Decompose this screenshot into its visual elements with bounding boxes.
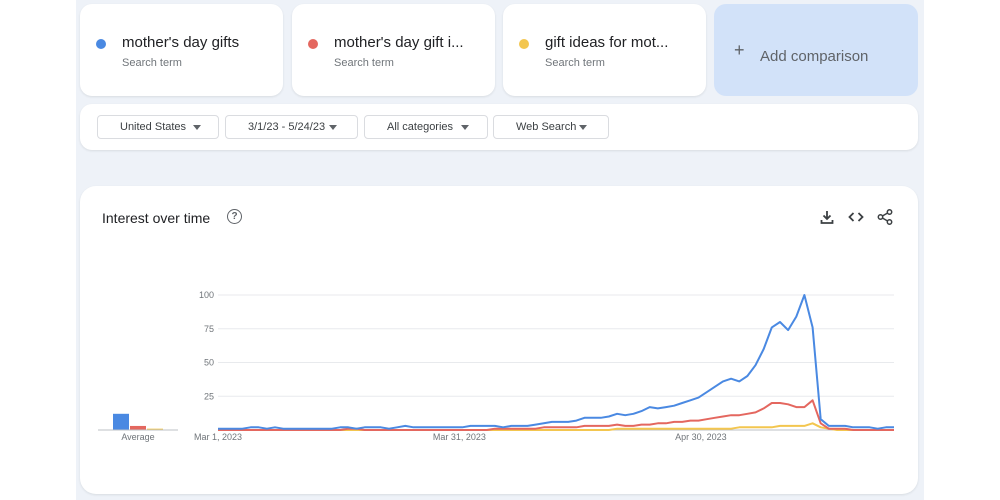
chart-title: Interest over time <box>102 210 211 226</box>
y-tick-label: 100 <box>199 290 214 300</box>
average-bar <box>147 428 163 430</box>
series-line <box>218 294 894 430</box>
region-filter-dropdown[interactable]: United States <box>97 115 219 139</box>
x-tick-label: Mar 1, 2023 <box>194 432 242 442</box>
interest-over-time-card: Interest over time ? 100 75 50 25 Mar 1, 202… <box>80 186 918 494</box>
caret-down-icon <box>193 125 201 130</box>
x-tick-label: Apr 30, 2023 <box>675 432 727 442</box>
average-label: Average <box>121 432 154 442</box>
search-term-subtitle: Search term <box>122 57 182 69</box>
x-tick-label: Mar 31, 2023 <box>433 432 486 442</box>
search-term-card-3[interactable]: gift ideas for mot... Search term <box>503 4 706 96</box>
filter-label: Web Search <box>516 121 577 133</box>
average-bar <box>130 425 146 430</box>
average-bar <box>113 413 129 430</box>
caret-down-icon <box>579 125 587 130</box>
search-term-title: gift ideas for mot... <box>545 34 669 51</box>
category-filter-dropdown[interactable]: All categories <box>364 115 488 139</box>
interest-chart: 100 75 50 25 Mar 1, 2023 Mar 31, 2023 Apr 30, … <box>98 290 894 442</box>
search-term-subtitle: Search term <box>334 57 394 69</box>
add-comparison-button[interactable]: + Add comparison <box>714 4 918 96</box>
add-comparison-label: Add comparison <box>760 48 869 65</box>
search-term-card-1[interactable]: mother's day gifts Search term <box>80 4 283 96</box>
y-tick-label: 25 <box>204 391 214 401</box>
filter-label: United States <box>120 121 187 133</box>
y-tick-label: 50 <box>204 358 214 368</box>
series-color-dot <box>308 39 318 49</box>
search-type-filter-dropdown[interactable]: Web Search <box>493 115 609 139</box>
caret-down-icon <box>461 125 469 130</box>
caret-down-icon <box>329 125 337 130</box>
embed-code-icon[interactable] <box>847 208 865 226</box>
filter-label: All categories <box>387 121 454 133</box>
series-color-dot <box>96 39 106 49</box>
filter-label: 3/1/23 - 5/24/23 <box>248 121 326 133</box>
help-icon[interactable]: ? <box>227 209 242 224</box>
search-term-card-2[interactable]: mother's day gift i... Search term <box>292 4 495 96</box>
series-line <box>218 399 894 431</box>
search-term-subtitle: Search term <box>545 57 605 69</box>
plus-icon: + <box>734 40 745 60</box>
search-term-title: mother's day gift i... <box>334 34 464 51</box>
date-range-filter-dropdown[interactable]: 3/1/23 - 5/24/23 <box>225 115 358 139</box>
search-term-title: mother's day gifts <box>122 34 240 51</box>
share-icon[interactable] <box>876 208 894 226</box>
filter-bar: United States 3/1/23 - 5/24/23 All categ… <box>80 104 918 150</box>
download-icon[interactable] <box>818 208 836 226</box>
series-color-dot <box>519 39 529 49</box>
y-tick-label: 75 <box>204 324 214 334</box>
